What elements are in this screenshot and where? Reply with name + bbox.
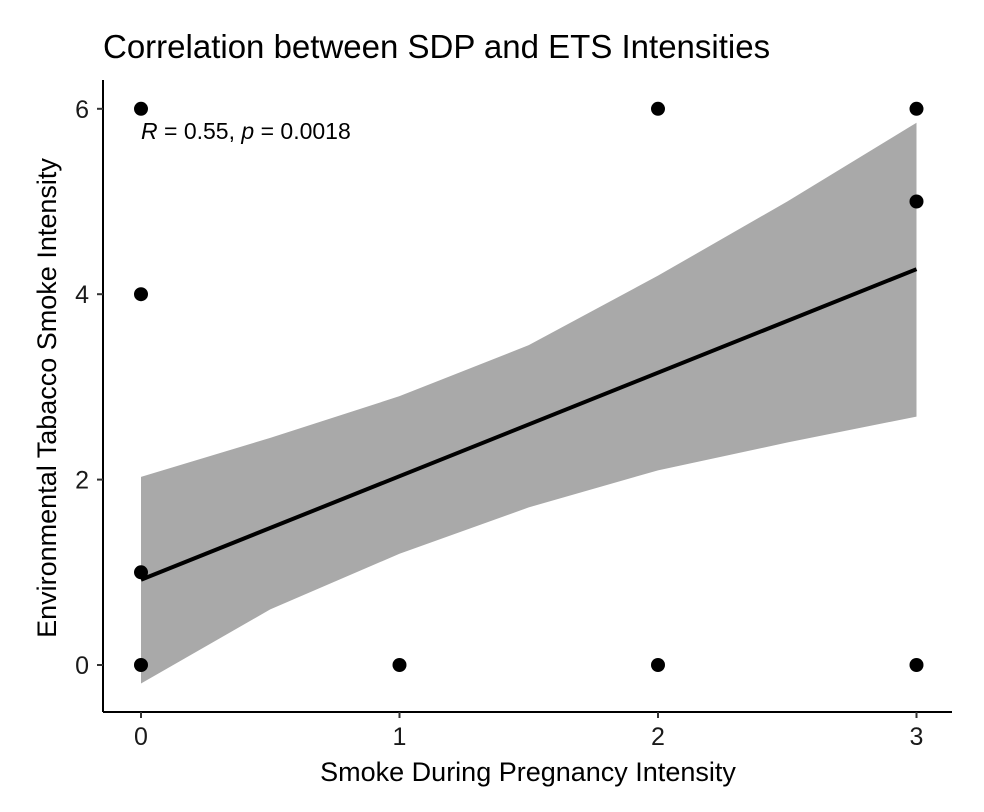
data-point <box>909 658 924 672</box>
p-value-text: = 0.0018 <box>254 118 351 144</box>
regression-line-layer <box>140 267 918 582</box>
y-axis-ticks: 0 2 4 6 <box>75 96 103 680</box>
x-axis-title: Smoke During Pregnancy Intensity <box>320 757 736 787</box>
y-tick-label: 6 <box>75 96 89 124</box>
data-points-layer <box>134 101 924 672</box>
x-tick-label: 2 <box>651 723 665 751</box>
r-symbol: R <box>141 118 158 144</box>
x-tick-label: 3 <box>910 723 924 751</box>
data-point <box>651 101 665 116</box>
data-point <box>134 287 148 302</box>
y-tick-label: 2 <box>75 467 89 495</box>
data-point <box>134 101 148 116</box>
data-point <box>134 658 148 672</box>
y-tick-label: 0 <box>75 652 89 680</box>
regression-line <box>140 267 918 582</box>
y-axis-title: Environmental Tabacco Smoke Intensity <box>32 158 62 638</box>
data-point <box>909 101 924 116</box>
confidence-band <box>141 122 917 684</box>
data-point <box>909 194 924 209</box>
x-tick-label: 1 <box>393 723 407 751</box>
data-point <box>134 565 148 580</box>
confidence-band-layer <box>141 122 917 684</box>
data-point <box>651 658 665 672</box>
x-tick-label: 0 <box>134 723 148 751</box>
y-tick-label: 4 <box>75 281 89 309</box>
x-axis-ticks: 0 1 2 3 <box>134 712 923 751</box>
correlation-annotation: R = 0.55, p = 0.0018 <box>141 118 351 144</box>
p-symbol: p <box>240 118 254 144</box>
chart-title: Correlation between SDP and ETS Intensit… <box>103 28 770 65</box>
r-value-text: = 0.55, <box>158 118 242 144</box>
data-point <box>392 658 407 672</box>
